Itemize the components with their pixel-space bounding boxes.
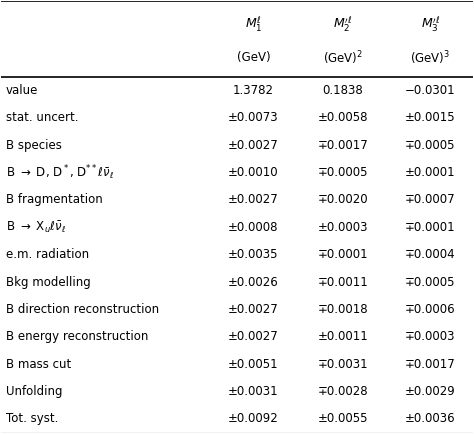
- Text: B $\rightarrow$ D, D$^*$, D$^{**}\ell\bar{\nu}_\ell$: B $\rightarrow$ D, D$^*$, D$^{**}\ell\ba…: [6, 163, 114, 182]
- Text: ±0.0027: ±0.0027: [228, 139, 279, 152]
- Text: ±0.0092: ±0.0092: [228, 412, 279, 425]
- Text: B direction reconstruction: B direction reconstruction: [6, 303, 159, 316]
- Text: ∓0.0007: ∓0.0007: [405, 194, 456, 207]
- Text: ∓0.0005: ∓0.0005: [318, 166, 368, 179]
- Text: 1.3782: 1.3782: [233, 84, 274, 97]
- Text: ±0.0010: ±0.0010: [228, 166, 279, 179]
- Text: (GeV)$^3$: (GeV)$^3$: [410, 49, 450, 67]
- Text: stat. uncert.: stat. uncert.: [6, 112, 79, 125]
- Text: ∓0.0028: ∓0.0028: [318, 385, 368, 398]
- Text: ±0.0031: ±0.0031: [228, 385, 279, 398]
- Text: ∓0.0001: ∓0.0001: [405, 221, 456, 234]
- Text: ±0.0026: ±0.0026: [228, 276, 279, 289]
- Text: ±0.0073: ±0.0073: [228, 112, 279, 125]
- Text: −0.0301: −0.0301: [405, 84, 456, 97]
- Text: Tot. syst.: Tot. syst.: [6, 412, 58, 425]
- Text: ∓0.0001: ∓0.0001: [318, 248, 368, 261]
- Text: e.m. radiation: e.m. radiation: [6, 248, 89, 261]
- Text: ∓0.0006: ∓0.0006: [405, 303, 456, 316]
- Text: ±0.0058: ±0.0058: [318, 112, 368, 125]
- Text: ±0.0055: ±0.0055: [318, 412, 368, 425]
- Text: ±0.0008: ±0.0008: [228, 221, 279, 234]
- Text: B $\rightarrow$ X$_u\ell\bar{\nu}_\ell$: B $\rightarrow$ X$_u\ell\bar{\nu}_\ell$: [6, 220, 66, 235]
- Text: ∓0.0005: ∓0.0005: [405, 139, 456, 152]
- Text: Unfolding: Unfolding: [6, 385, 63, 398]
- Text: ±0.0051: ±0.0051: [228, 358, 279, 371]
- Text: ∓0.0017: ∓0.0017: [318, 139, 368, 152]
- Text: (GeV)$^2$: (GeV)$^2$: [323, 49, 363, 67]
- Text: ±0.0029: ±0.0029: [405, 385, 456, 398]
- Text: ±0.0027: ±0.0027: [228, 194, 279, 207]
- Text: value: value: [6, 84, 38, 97]
- Text: ±0.0003: ±0.0003: [318, 221, 368, 234]
- Text: Bkg modelling: Bkg modelling: [6, 276, 91, 289]
- Text: ±0.0035: ±0.0035: [228, 248, 279, 261]
- Text: ∓0.0031: ∓0.0031: [318, 358, 368, 371]
- Text: ∓0.0011: ∓0.0011: [318, 276, 368, 289]
- Text: ∓0.0017: ∓0.0017: [405, 358, 456, 371]
- Text: ±0.0015: ±0.0015: [405, 112, 456, 125]
- Text: ±0.0036: ±0.0036: [405, 412, 456, 425]
- Text: B fragmentation: B fragmentation: [6, 194, 103, 207]
- Text: ±0.0027: ±0.0027: [228, 303, 279, 316]
- Text: ∓0.0003: ∓0.0003: [405, 330, 456, 343]
- Text: $M_2^{\prime\ell}$: $M_2^{\prime\ell}$: [333, 14, 353, 34]
- Text: B species: B species: [6, 139, 62, 152]
- Text: 0.1838: 0.1838: [323, 84, 364, 97]
- Text: ∓0.0020: ∓0.0020: [318, 194, 368, 207]
- Text: $M_1^{\ell}$: $M_1^{\ell}$: [245, 14, 262, 34]
- Text: ∓0.0004: ∓0.0004: [405, 248, 456, 261]
- Text: ±0.0011: ±0.0011: [318, 330, 368, 343]
- Text: ±0.0027: ±0.0027: [228, 330, 279, 343]
- Text: B mass cut: B mass cut: [6, 358, 72, 371]
- Text: ∓0.0018: ∓0.0018: [318, 303, 368, 316]
- Text: ∓0.0005: ∓0.0005: [405, 276, 456, 289]
- Text: $M_3^{\prime\ell}$: $M_3^{\prime\ell}$: [420, 14, 440, 34]
- Text: (GeV): (GeV): [237, 52, 270, 65]
- Text: B energy reconstruction: B energy reconstruction: [6, 330, 148, 343]
- Text: ±0.0001: ±0.0001: [405, 166, 456, 179]
